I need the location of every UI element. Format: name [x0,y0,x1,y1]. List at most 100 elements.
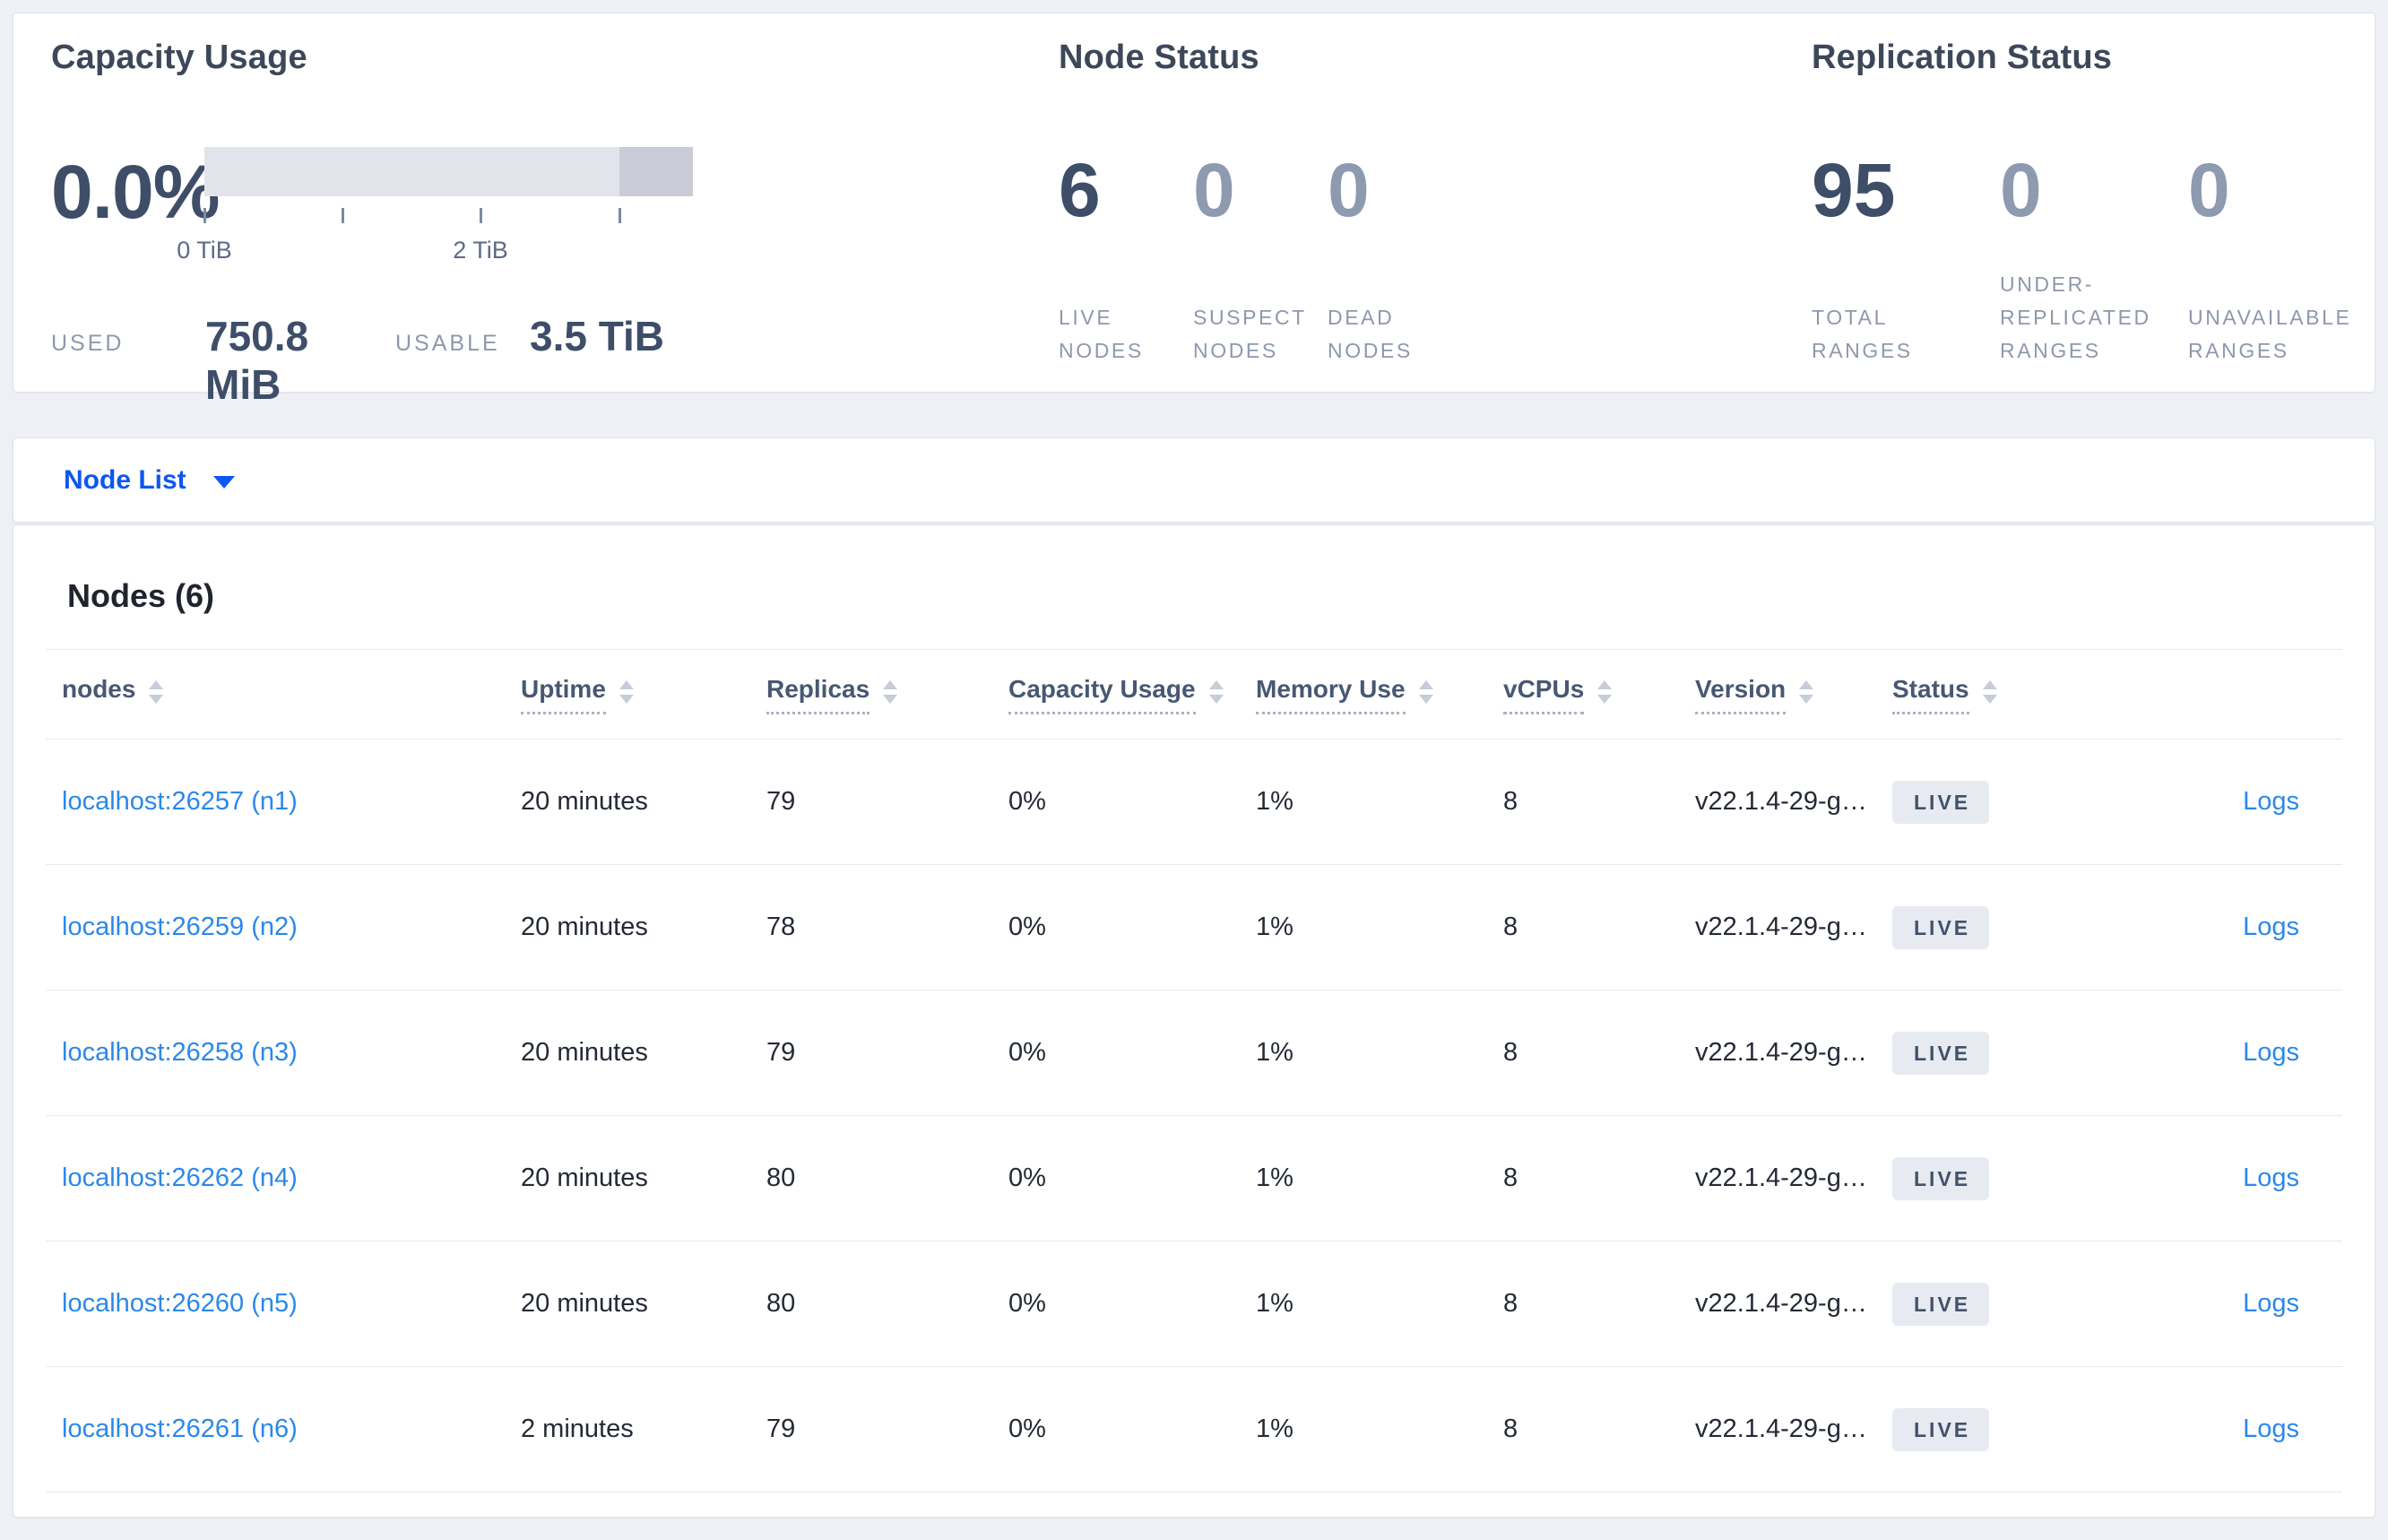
status-badge: LIVE [1892,1156,1990,1200]
sort-icon[interactable] [1799,679,1814,704]
capacity-gauge: 0.0% 0 TiB 2 TiB [51,147,965,280]
node-status-title: Node Status [1059,39,1259,76]
replication-status-panel: Replication Status 95 TOTAL RANGES 0 UND… [1812,39,2364,368]
sort-icon[interactable] [1208,679,1224,704]
column-header-memory[interactable]: Memory Use [1256,649,1503,740]
stat-label: DEAD NODES [1328,306,1413,362]
sort-icon[interactable] [1418,679,1433,704]
sort-icon[interactable] [1982,679,1997,704]
vcpus-cell: 8 [1503,990,1695,1116]
column-label[interactable]: Uptime [521,675,606,714]
column-label[interactable]: Version [1695,675,1787,714]
uptime-cell: 20 minutes [521,1241,766,1367]
replicas-cell: 80 [766,1241,1008,1367]
table-row: localhost:26261 (n6) 2 minutes 79 0% 1% … [46,1366,2342,1492]
version-cell: v22.1.4-29-g… [1695,1366,1892,1492]
uptime-cell: 2 minutes [521,1366,766,1492]
column-header-replicas[interactable]: Replicas [766,649,1008,740]
table-row: localhost:26260 (n5) 20 minutes 80 0% 1%… [46,1241,2342,1367]
capacity-cell: 0% [1008,739,1256,865]
column-label[interactable]: vCPUs [1503,675,1585,714]
capacity-bar-segment [619,147,693,196]
node-link[interactable]: localhost:26262 (n4) [62,1164,298,1192]
usable-value: 3.5 TiB [530,313,664,359]
replicas-cell: 79 [766,990,1008,1116]
stat-label: UNDER-REPLICATED RANGES [2000,273,2151,362]
uptime-cell: 20 minutes [521,864,766,991]
stat-value: 0 [2000,148,2042,232]
version-cell: v22.1.4-29-g… [1695,990,1892,1116]
uptime-cell: 20 minutes [521,990,766,1116]
node-link[interactable]: localhost:26260 (n5) [62,1289,298,1318]
stat-label: LIVE NODES [1059,306,1144,362]
node-link[interactable]: localhost:26259 (n2) [62,913,298,941]
column-label[interactable]: Status [1892,675,1969,714]
chevron-down-icon [212,475,235,489]
sort-icon[interactable] [149,679,164,704]
stat: 0 DEAD NODES [1328,152,1449,368]
vcpus-cell: 8 [1503,1241,1695,1367]
column-header-capacity[interactable]: Capacity Usage [1008,649,1256,740]
table-row: localhost:26258 (n3) 20 minutes 79 0% 1%… [46,990,2342,1116]
node-list-dropdown[interactable]: Node List [13,437,2375,523]
table-row: localhost:26257 (n1) 20 minutes 79 0% 1%… [46,739,2342,865]
capacity-summary: USED 750.8 MiB USABLE 3.5 TiB [51,312,965,409]
version-cell: v22.1.4-29-g… [1695,864,1892,991]
column-header-status[interactable]: Status [1892,649,2107,740]
node-status-panel: Node Status 6 LIVE NODES 0 SUSPECT NODES… [1059,39,1449,368]
vcpus-cell: 8 [1503,864,1695,991]
column-label[interactable]: nodes [62,674,136,703]
version-cell: v22.1.4-29-g… [1695,1115,1892,1242]
capacity-cell: 0% [1008,1115,1256,1242]
stat: 6 LIVE NODES [1059,152,1181,368]
column-header-uptime[interactable]: Uptime [521,649,766,740]
status-badge: LIVE [1892,1407,1990,1451]
replicas-cell: 79 [766,739,1008,865]
logs-link[interactable]: Logs [2243,1038,2299,1067]
sort-icon[interactable] [883,679,898,704]
capacity-percent: 0.0% [51,150,220,234]
capacity-cell: 0% [1008,864,1256,991]
column-header-vcpus[interactable]: vCPUs [1503,649,1695,740]
logs-link[interactable]: Logs [2243,787,2299,816]
replicas-cell: 80 [766,1115,1008,1242]
node-link[interactable]: localhost:26261 (n6) [62,1415,298,1443]
vcpus-cell: 8 [1503,739,1695,865]
column-label[interactable]: Memory Use [1256,675,1406,714]
sort-icon[interactable] [619,679,634,704]
stat-value: 0 [1193,148,1235,232]
cluster-summary-card: Capacity Usage 0.0% 0 TiB 2 TiB USED 750.… [13,13,2375,408]
node-link[interactable]: localhost:26258 (n3) [62,1038,298,1067]
uptime-cell: 20 minutes [521,1115,766,1242]
memory-cell: 1% [1256,1366,1503,1492]
logs-link[interactable]: Logs [2243,913,2299,941]
node-list-dropdown-label[interactable]: Node List [64,464,186,495]
column-label[interactable]: Capacity Usage [1008,675,1196,714]
stat: 95 TOTAL RANGES [1812,152,1987,368]
column-header-logs [2107,649,2342,740]
column-header-version[interactable]: Version [1695,649,1892,740]
logs-link[interactable]: Logs [2243,1164,2299,1192]
stat-label: SUSPECT NODES [1193,306,1307,362]
sort-icon[interactable] [1597,679,1613,704]
status-badge: LIVE [1892,905,1990,949]
status-badge: LIVE [1892,1282,1990,1326]
capacity-usage-title: Capacity Usage [51,39,307,76]
node-status-stats: 6 LIVE NODES 0 SUSPECT NODES 0 DEAD NODE… [1059,152,1449,368]
node-link[interactable]: localhost:26257 (n1) [62,787,298,816]
capacity-axis: 0 TiB 2 TiB [177,208,693,280]
column-header-nodes[interactable]: nodes [46,649,521,740]
nodes-table-card: Nodes (6) nodes Uptime Replicas [13,524,2375,1518]
stat-value: 0 [2188,148,2230,232]
vcpus-cell: 8 [1503,1366,1695,1492]
memory-cell: 1% [1256,739,1503,865]
nodes-table: nodes Uptime Replicas Capacity Usage [46,649,2342,1492]
nodes-heading: Nodes (6) [67,577,215,614]
logs-link[interactable]: Logs [2243,1289,2299,1318]
logs-link[interactable]: Logs [2243,1415,2299,1443]
used-value: 750.8 MiB [205,313,309,408]
column-label[interactable]: Replicas [766,675,870,714]
stat: 0 UNDER-REPLICATED RANGES [2000,152,2176,368]
stat-value: 0 [1328,148,1370,232]
capacity-usage-panel: Capacity Usage 0.0% 0 TiB 2 TiB USED 750.… [51,39,965,409]
